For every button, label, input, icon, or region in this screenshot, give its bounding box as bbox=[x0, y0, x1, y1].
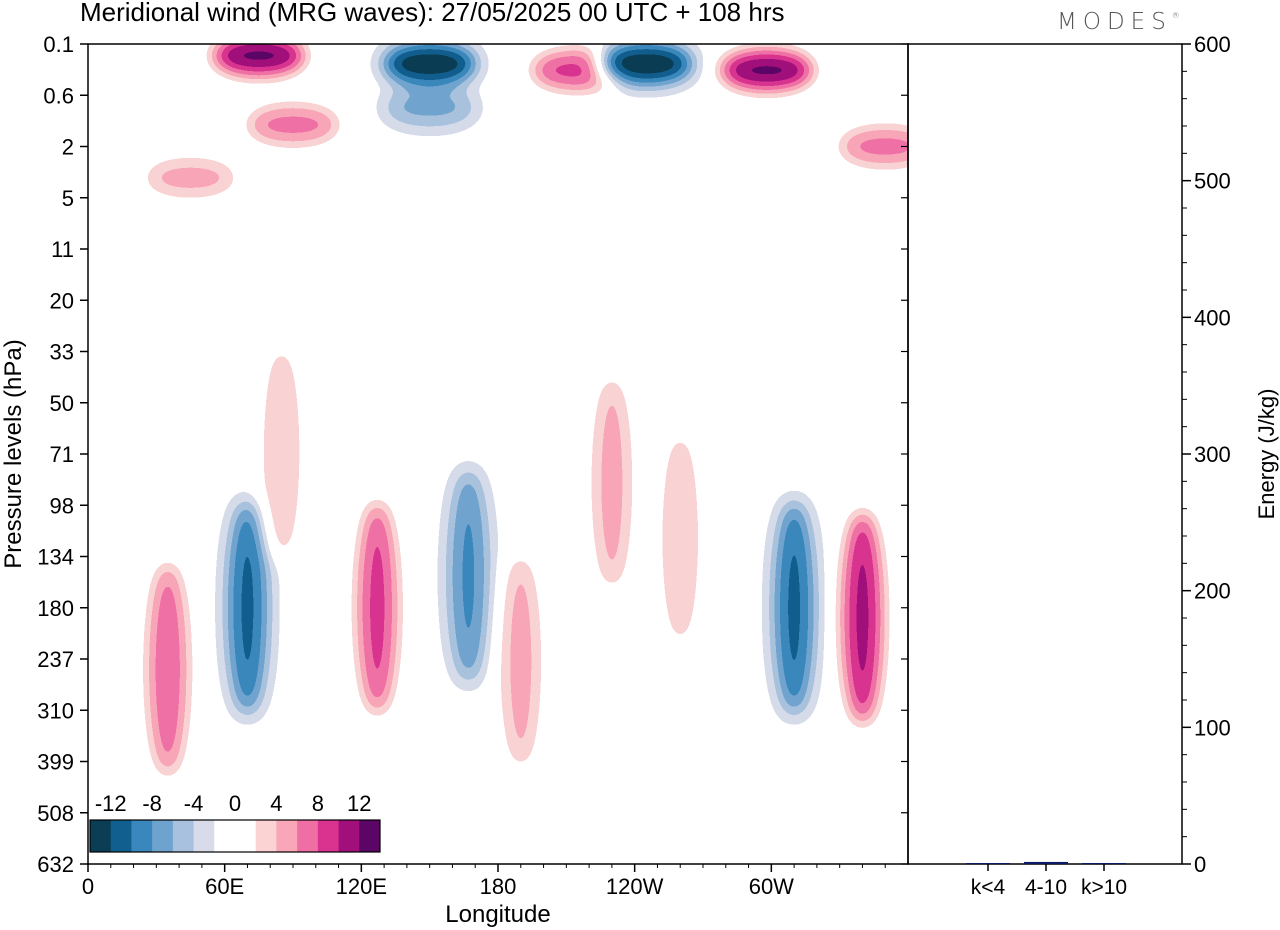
wind-anomaly bbox=[381, 44, 478, 84]
y-tick-label: 5 bbox=[62, 186, 74, 211]
energy-plot-frame bbox=[907, 43, 1183, 865]
energy-cat-label: k>10 bbox=[1081, 876, 1127, 899]
wind-anomaly bbox=[357, 497, 398, 718]
longitude-axis: 0 60E 120E 180 120W 60W bbox=[82, 864, 886, 899]
y-tick-label: 508 bbox=[37, 801, 74, 826]
y-tick-label: 310 bbox=[37, 698, 74, 723]
energy-tick-label: 100 bbox=[1194, 715, 1231, 740]
colorbar-swatch bbox=[359, 820, 381, 852]
wind-anomaly bbox=[142, 157, 239, 198]
x-tick-label: 60W bbox=[749, 874, 794, 899]
colorbar-swatch bbox=[317, 820, 340, 852]
x-tick-label: 180 bbox=[480, 874, 517, 899]
colorbar-frame bbox=[89, 819, 381, 853]
colorbar-label: -12 bbox=[95, 791, 127, 816]
energy-bar bbox=[966, 863, 1010, 864]
wind-anomaly bbox=[500, 551, 541, 772]
wind-anomaly bbox=[718, 50, 815, 91]
energy-axis-label: Energy (J/kg) bbox=[1254, 389, 1279, 520]
colorbar-swatch bbox=[214, 820, 236, 852]
heatmap-field bbox=[88, 44, 908, 864]
wind-anomaly bbox=[842, 507, 883, 728]
energy-tick-label: 500 bbox=[1194, 169, 1231, 194]
x-tick-label: 0 bbox=[82, 874, 94, 899]
colorbar-swatch bbox=[235, 820, 257, 852]
energy-bar bbox=[1082, 863, 1126, 864]
wind-anomaly bbox=[448, 466, 489, 687]
wind-anomaly bbox=[245, 104, 341, 145]
colorbar-swatch bbox=[276, 820, 298, 852]
colorbar-label: 12 bbox=[347, 791, 371, 816]
wind-anomaly bbox=[147, 559, 188, 780]
chart-title: Meridional wind (MRG waves): 27/05/2025 … bbox=[80, 0, 785, 27]
pressure-axis: 0.1 0.6 2 5 11 20 33 50 71 98 134 180 237 310 399 508 63… bbox=[37, 32, 908, 877]
y-tick-label: 11 bbox=[51, 237, 74, 262]
colorbar-swatch bbox=[90, 820, 112, 852]
y-tick-label: 2 bbox=[62, 135, 74, 160]
wind-anomaly bbox=[381, 87, 478, 128]
colorbar-label: -4 bbox=[184, 791, 204, 816]
energy-axis: 0 100 200 300 400 500 600 bbox=[1182, 32, 1231, 877]
energy-tick-label: 300 bbox=[1194, 442, 1231, 467]
colorbar-label: 4 bbox=[270, 791, 282, 816]
y-tick-label: 180 bbox=[37, 596, 74, 621]
x-tick-label: 60E bbox=[205, 874, 244, 899]
y-tick-label: 33 bbox=[50, 340, 74, 365]
energy-tick-label: 400 bbox=[1194, 305, 1231, 330]
y-tick-label: 0.1 bbox=[43, 32, 74, 57]
modes-logo: MODES® bbox=[1057, 9, 1180, 35]
energy-cat-label: 4-10 bbox=[1025, 876, 1067, 899]
wind-anomaly bbox=[774, 497, 815, 718]
x-axis-label: Longitude bbox=[445, 901, 550, 928]
y-tick-label: 0.6 bbox=[43, 83, 74, 108]
wind-anomaly bbox=[210, 44, 307, 76]
y-tick-label: 632 bbox=[37, 852, 74, 877]
colorbar-swatch bbox=[131, 820, 153, 852]
colorbar-swatch bbox=[297, 820, 319, 852]
colorbar-label: 8 bbox=[312, 791, 324, 816]
y-tick-label: 399 bbox=[37, 750, 74, 775]
energy-tick-label: 0 bbox=[1194, 852, 1206, 877]
wind-anomaly bbox=[837, 126, 908, 167]
x-tick-label: 120W bbox=[606, 874, 664, 899]
logo-text: MODES bbox=[1057, 9, 1172, 35]
energy-tick-label: 600 bbox=[1194, 32, 1231, 57]
y-tick-label: 237 bbox=[37, 647, 74, 672]
y-tick-label: 20 bbox=[50, 288, 74, 313]
energy-tick-label: 200 bbox=[1194, 579, 1231, 604]
colorbar-label: 0 bbox=[229, 791, 241, 816]
y-axis-label: Pressure levels (hPa) bbox=[0, 339, 27, 568]
colorbar-swatch bbox=[172, 820, 195, 852]
energy-bars: k<4 4-10 k>10 bbox=[966, 861, 1127, 899]
colorbar-swatch bbox=[152, 820, 174, 852]
colorbar-swatch bbox=[338, 820, 360, 852]
y-tick-label: 134 bbox=[37, 545, 74, 570]
colorbar-swatch bbox=[110, 820, 132, 852]
wind-anomaly bbox=[660, 428, 701, 649]
colorbar: -12 -8 -4 0 4 8 12 bbox=[89, 791, 381, 853]
energy-cat-label: k<4 bbox=[971, 876, 1006, 899]
y-tick-label: 50 bbox=[50, 391, 74, 416]
colorbar-swatch bbox=[193, 820, 215, 852]
y-tick-label: 98 bbox=[50, 493, 74, 518]
wind-anomaly bbox=[591, 372, 632, 593]
x-tick-label: 120E bbox=[336, 874, 387, 899]
colorbar-swatch bbox=[255, 820, 277, 852]
wind-anomaly bbox=[598, 44, 695, 84]
y-tick-label: 71 bbox=[50, 442, 74, 467]
wind-anomaly bbox=[261, 341, 302, 562]
registered-mark: ® bbox=[1171, 11, 1180, 20]
wind-anomaly bbox=[227, 497, 268, 718]
colorbar-label: -8 bbox=[142, 791, 162, 816]
energy-bar bbox=[1024, 861, 1068, 864]
